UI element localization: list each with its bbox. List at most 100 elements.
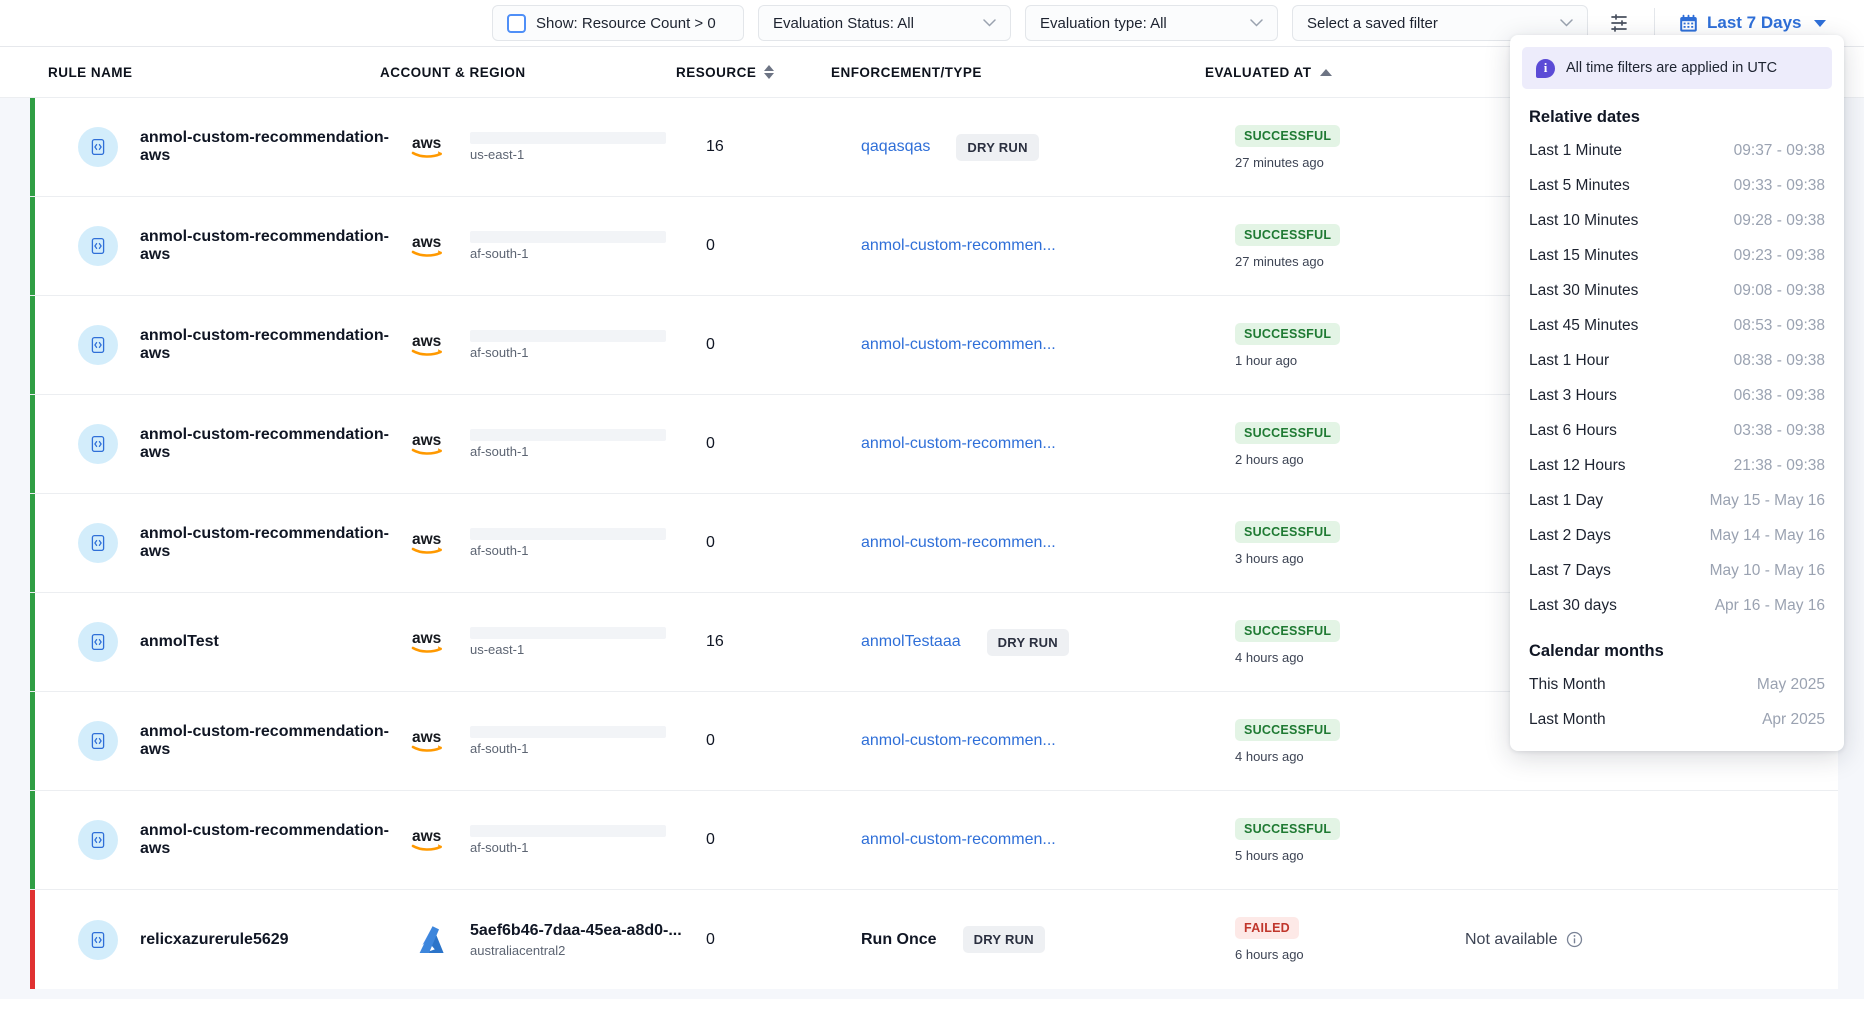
utc-notice-text: All time filters are applied in UTC <box>1566 60 1778 76</box>
rule-code-icon <box>78 424 118 464</box>
dropdown-item-value: May 2025 <box>1756 675 1825 693</box>
table-row[interactable]: relicxazurerule5629 5aef6b46-7daa-45ea-a8… <box>30 890 1838 989</box>
last-evaluation-value: Not available <box>1465 930 1558 948</box>
status-badge: SUCCESSFUL <box>1235 817 1341 840</box>
type-badge: DRY RUN <box>986 628 1069 656</box>
cell-rule-name: anmolTest <box>30 622 410 662</box>
cell-evaluated-at: SUCCESSFUL 4 hours ago <box>1235 718 1465 764</box>
saved-filter-label: Select a saved filter <box>1307 14 1438 32</box>
cell-account-region: aws af-south-1 <box>410 427 706 461</box>
cell-resource-count: 0 <box>706 534 715 551</box>
relative-date-item-last-1-minute[interactable]: Last 1 Minute 09:37 - 09:38 <box>1510 133 1844 168</box>
evaluation-status-select[interactable]: Evaluation Status: All <box>758 5 1011 41</box>
region-text: af-south-1 <box>470 741 529 756</box>
evaluated-time-text: 4 hours ago <box>1235 748 1304 764</box>
enforcement-link[interactable]: anmol-custom-recommen... <box>861 237 1056 254</box>
svg-text:aws: aws <box>412 729 441 746</box>
dropdown-item-value: Apr 2025 <box>1762 710 1825 728</box>
enforcement-link[interactable]: anmol-custom-recommen... <box>861 336 1056 353</box>
cell-evaluated-at: SUCCESSFUL 1 hour ago <box>1235 322 1465 368</box>
row-status-accent <box>30 890 35 989</box>
cell-rule-name: anmol-custom-recommendation-aws <box>30 226 410 266</box>
enforcement-link[interactable]: qaqasqas <box>861 138 931 155</box>
column-header-evaluated-at[interactable]: EVALUATED AT <box>1205 65 1435 80</box>
relative-date-item-last-3-hours[interactable]: Last 3 Hours 06:38 - 09:38 <box>1510 378 1844 413</box>
saved-filter-select[interactable]: Select a saved filter <box>1292 5 1588 41</box>
checkbox-icon[interactable] <box>507 13 526 33</box>
info-outline-icon[interactable] <box>1566 931 1583 948</box>
relative-date-item-last-15-minutes[interactable]: Last 15 Minutes 09:23 - 09:38 <box>1510 238 1844 273</box>
dropdown-item-label: Last 1 Day <box>1529 491 1604 509</box>
filters-toolbar: Show: Resource Count > 0 Evaluation Stat… <box>0 0 1864 47</box>
resource-count-filter-chip[interactable]: Show: Resource Count > 0 <box>492 5 744 41</box>
relative-date-item-last-30-days[interactable]: Last 30 days Apr 16 - May 16 <box>1510 588 1844 623</box>
date-range-dropdown[interactable]: i All time filters are applied in UTC Re… <box>1510 35 1844 751</box>
enforcement-link[interactable]: anmolTestaaa <box>861 633 961 650</box>
row-status-accent <box>30 494 35 592</box>
calendar-months-list: This Month May 2025 Last Month Apr 2025 <box>1510 667 1844 737</box>
account-id-redacted <box>470 231 666 243</box>
rule-name-text: anmol-custom-recommendation-aws <box>140 129 389 164</box>
evaluation-type-select[interactable]: Evaluation type: All <box>1025 5 1278 41</box>
column-header-resource[interactable]: RESOURCE <box>676 65 831 80</box>
relative-date-item-last-10-minutes[interactable]: Last 10 Minutes 09:28 - 09:38 <box>1510 203 1844 238</box>
relative-date-item-last-2-days[interactable]: Last 2 Days May 14 - May 16 <box>1510 518 1844 553</box>
region-text: af-south-1 <box>470 543 529 558</box>
chevron-down-icon <box>1560 19 1573 27</box>
dropdown-item-value: 08:38 - 09:38 <box>1733 351 1825 369</box>
cell-enforcement-type: anmol-custom-recommen... <box>861 534 1235 552</box>
cell-enforcement-type: anmol-custom-recommen... <box>861 435 1235 453</box>
info-icon: i <box>1536 58 1555 78</box>
resource-count-filter-label: Show: Resource Count > 0 <box>536 14 716 32</box>
dropdown-item-value: 09:28 - 09:38 <box>1733 211 1825 229</box>
sliders-icon[interactable] <box>1602 6 1636 40</box>
cell-enforcement-type: anmol-custom-recommen... <box>861 831 1235 849</box>
dropdown-item-value: May 15 - May 16 <box>1709 491 1825 509</box>
chevron-down-icon <box>1250 19 1263 27</box>
cell-evaluated-at: FAILED 6 hours ago <box>1235 917 1465 962</box>
evaluated-time-text: 27 minutes ago <box>1235 154 1324 170</box>
date-range-button[interactable]: Last 7 Days <box>1673 13 1832 33</box>
dropdown-item-value: 06:38 - 09:38 <box>1733 386 1825 404</box>
relative-date-item-last-5-minutes[interactable]: Last 5 Minutes 09:33 - 09:38 <box>1510 168 1844 203</box>
calendar-month-item-this-month[interactable]: This Month May 2025 <box>1510 667 1844 702</box>
relative-date-item-last-1-hour[interactable]: Last 1 Hour 08:38 - 09:38 <box>1510 343 1844 378</box>
enforcement-link[interactable]: anmol-custom-recommen... <box>861 831 1056 848</box>
column-header-account-region: ACCOUNT & REGION <box>380 64 526 80</box>
relative-date-item-last-45-minutes[interactable]: Last 45 Minutes 08:53 - 09:38 <box>1510 308 1844 343</box>
enforcement-link[interactable]: anmol-custom-recommen... <box>861 732 1056 749</box>
cell-evaluated-at: SUCCESSFUL 27 minutes ago <box>1235 124 1465 170</box>
calendar-icon <box>1679 14 1698 33</box>
calendar-month-item-last-month[interactable]: Last Month Apr 2025 <box>1510 702 1844 737</box>
chevron-down-icon <box>983 19 996 27</box>
table-row[interactable]: anmol-custom-recommendation-aws aws af-sou… <box>30 791 1838 890</box>
relative-date-item-last-12-hours[interactable]: Last 12 Hours 21:38 - 09:38 <box>1510 448 1844 483</box>
relative-date-item-last-30-minutes[interactable]: Last 30 Minutes 09:08 - 09:38 <box>1510 273 1844 308</box>
aws-logo-icon: aws <box>410 130 456 164</box>
enforcement-value: Run Once <box>861 930 937 948</box>
cell-enforcement-type: anmol-custom-recommen... <box>861 237 1235 255</box>
svg-text:aws: aws <box>412 135 441 152</box>
column-header-evaluated-at-label: EVALUATED AT <box>1205 64 1312 80</box>
relative-date-item-last-6-hours[interactable]: Last 6 Hours 03:38 - 09:38 <box>1510 413 1844 448</box>
dropdown-item-label: Last 10 Minutes <box>1529 211 1639 229</box>
cell-rule-name: anmol-custom-recommendation-aws <box>30 325 410 365</box>
dropdown-item-label: Last 6 Hours <box>1529 421 1617 439</box>
enforcement-link[interactable]: anmol-custom-recommen... <box>861 435 1056 452</box>
caret-down-icon <box>1813 19 1826 27</box>
cell-resource-count: 0 <box>706 732 715 749</box>
type-badge: DRY RUN <box>962 926 1045 953</box>
account-id-redacted <box>470 726 666 738</box>
relative-date-item-last-7-days[interactable]: Last 7 Days May 10 - May 16 <box>1510 553 1844 588</box>
rule-name-text: anmol-custom-recommendation-aws <box>140 228 389 263</box>
cell-rule-name: anmol-custom-recommendation-aws <box>30 424 410 464</box>
svg-text:aws: aws <box>412 630 441 647</box>
svg-text:aws: aws <box>412 432 441 449</box>
relative-date-item-last-1-day[interactable]: Last 1 Day May 15 - May 16 <box>1510 483 1844 518</box>
rule-code-icon <box>78 127 118 167</box>
cell-account-region: aws af-south-1 <box>410 229 706 263</box>
sort-toggle-icon[interactable] <box>764 65 775 79</box>
dropdown-item-value: 21:38 - 09:38 <box>1733 456 1825 474</box>
enforcement-link[interactable]: anmol-custom-recommen... <box>861 534 1056 551</box>
type-badge: DRY RUN <box>956 133 1039 161</box>
